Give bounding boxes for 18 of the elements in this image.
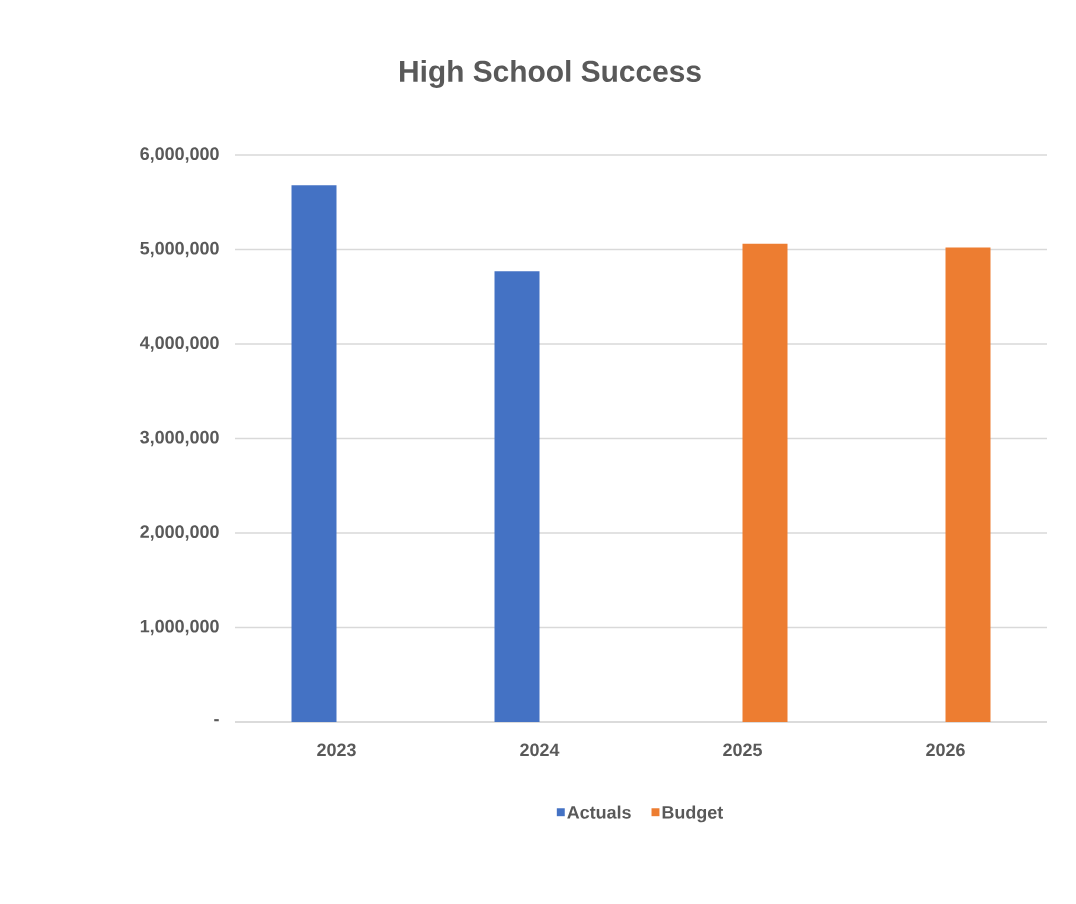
bar: [945, 247, 991, 722]
y-tick-label: 1,000,000: [140, 619, 219, 636]
chart-title: High School Success: [400, 59, 701, 88]
y-tick-label: 5,000,000: [140, 241, 219, 258]
x-tick-label: 2023: [317, 743, 356, 757]
y-tick-label: -: [214, 719, 219, 722]
bar: [742, 243, 788, 722]
x-tick-label: 2026: [926, 743, 965, 757]
bar: [291, 185, 337, 722]
bar: [494, 271, 540, 722]
y-tick-label: 3,000,000: [140, 430, 219, 447]
y-tick-label: 4,000,000: [139, 336, 219, 352]
legend-label: Budget: [662, 805, 723, 823]
y-tick-label: 6,000,000: [140, 147, 219, 163]
x-tick-label: 2024: [520, 743, 560, 757]
legend-label: Actuals: [567, 805, 631, 819]
y-tick-label: 2,000,000: [140, 525, 219, 541]
x-tick-label: 2025: [723, 743, 762, 757]
